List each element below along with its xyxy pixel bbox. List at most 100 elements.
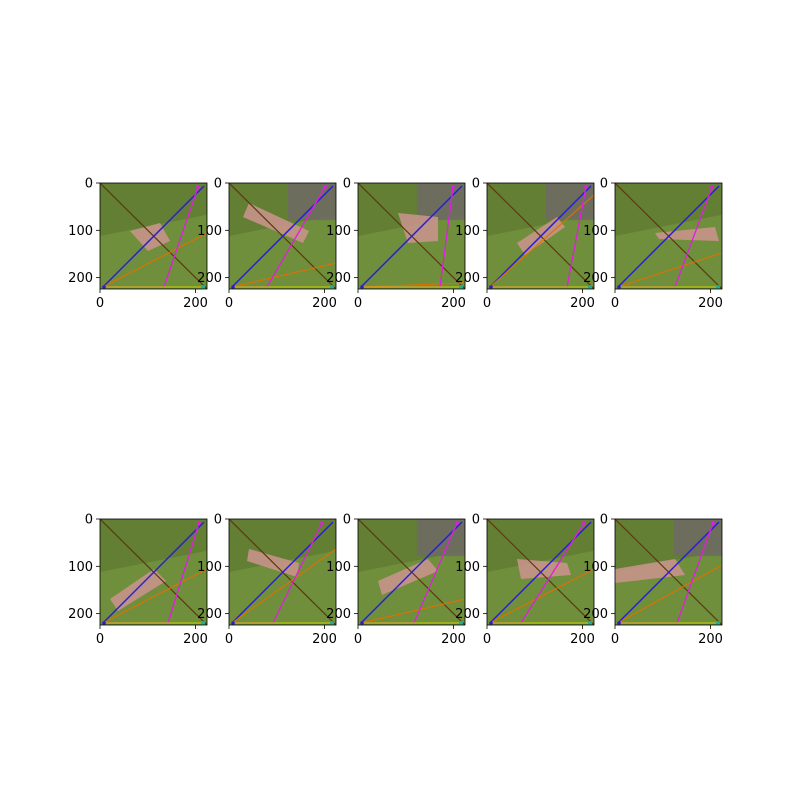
keypoint <box>459 621 463 625</box>
overlay-line <box>102 232 207 288</box>
overlay-line <box>231 521 334 624</box>
panel-image <box>358 519 465 625</box>
y-tick-label: 200 <box>197 607 222 622</box>
panel-image <box>615 183 722 289</box>
keypoint <box>617 621 621 625</box>
overlay-line <box>360 598 465 624</box>
machine-object <box>416 183 465 221</box>
keypoint <box>710 185 714 189</box>
keypoint <box>323 185 327 189</box>
keypoint <box>588 285 592 289</box>
overlay-line <box>360 185 463 288</box>
y-tick-label: 0 <box>600 513 608 528</box>
y-tick-label: 200 <box>583 607 608 622</box>
overlay-line <box>360 521 463 624</box>
y-tick-label: 200 <box>326 271 351 286</box>
keypoint <box>716 621 720 625</box>
y-tick-label: 0 <box>343 513 351 528</box>
overlay-line <box>617 521 720 624</box>
overlay-line <box>231 548 336 624</box>
x-tick-label: 200 <box>312 296 337 311</box>
keypoint <box>489 621 493 625</box>
overlay-line <box>617 252 722 288</box>
overlay-line <box>489 194 594 288</box>
panel-image <box>229 183 336 289</box>
keypoint <box>489 285 493 289</box>
y-tick-label: 0 <box>214 513 222 528</box>
x-tick-label: 200 <box>570 632 595 647</box>
overlay-line <box>617 185 720 288</box>
keypoint <box>588 621 592 625</box>
panel-image <box>100 519 207 625</box>
keypoint <box>584 185 588 189</box>
x-tick-label: 0 <box>96 296 104 311</box>
x-tick-label: 200 <box>698 632 723 647</box>
keypoint <box>459 285 463 289</box>
keypoint <box>716 285 720 289</box>
y-tick-label: 0 <box>600 177 608 192</box>
keypoint <box>455 521 459 525</box>
x-tick-label: 0 <box>483 296 491 311</box>
x-tick-label: 200 <box>441 632 466 647</box>
y-tick-label: 200 <box>326 607 351 622</box>
x-tick-label: 0 <box>611 296 619 311</box>
machine-object <box>287 183 336 221</box>
y-tick-label: 100 <box>326 224 351 239</box>
x-tick-label: 200 <box>312 632 337 647</box>
y-tick-label: 0 <box>85 177 93 192</box>
y-tick-label: 200 <box>455 271 480 286</box>
keypoint <box>360 621 364 625</box>
hand-region <box>655 227 719 241</box>
keypoint <box>196 185 200 189</box>
keypoint <box>102 621 106 625</box>
y-tick-label: 100 <box>455 224 480 239</box>
x-tick-label: 0 <box>225 632 233 647</box>
x-tick-label: 0 <box>354 296 362 311</box>
keypoint <box>617 285 621 289</box>
y-tick-label: 200 <box>68 607 93 622</box>
x-tick-label: 0 <box>483 632 491 647</box>
overlay-line <box>231 262 336 288</box>
y-tick-label: 100 <box>455 560 480 575</box>
y-tick-label: 0 <box>85 513 93 528</box>
keypoint <box>320 521 324 525</box>
overlay-line <box>102 568 207 624</box>
y-tick-label: 100 <box>68 224 93 239</box>
keypoint <box>231 621 235 625</box>
y-tick-label: 200 <box>583 271 608 286</box>
y-tick-label: 0 <box>472 513 480 528</box>
machine-object <box>673 519 722 557</box>
x-tick-label: 200 <box>183 632 208 647</box>
x-tick-label: 0 <box>96 632 104 647</box>
x-tick-label: 200 <box>570 296 595 311</box>
y-tick-label: 100 <box>197 224 222 239</box>
y-tick-label: 0 <box>343 177 351 192</box>
y-tick-label: 0 <box>214 177 222 192</box>
panel-image <box>358 183 465 289</box>
x-tick-label: 0 <box>354 632 362 647</box>
keypoint <box>451 185 455 189</box>
keypoint <box>330 285 334 289</box>
y-tick-label: 0 <box>472 177 480 192</box>
keypoint <box>582 521 586 525</box>
x-tick-label: 0 <box>225 296 233 311</box>
keypoint <box>231 285 235 289</box>
panel-image <box>615 519 722 625</box>
y-tick-label: 100 <box>326 560 351 575</box>
keypoint <box>360 285 364 289</box>
keypoint <box>330 621 334 625</box>
y-tick-label: 100 <box>583 224 608 239</box>
y-tick-label: 200 <box>197 271 222 286</box>
hand-region <box>110 569 166 611</box>
y-tick-label: 100 <box>583 560 608 575</box>
overlay-line <box>489 568 594 624</box>
x-tick-label: 200 <box>698 296 723 311</box>
